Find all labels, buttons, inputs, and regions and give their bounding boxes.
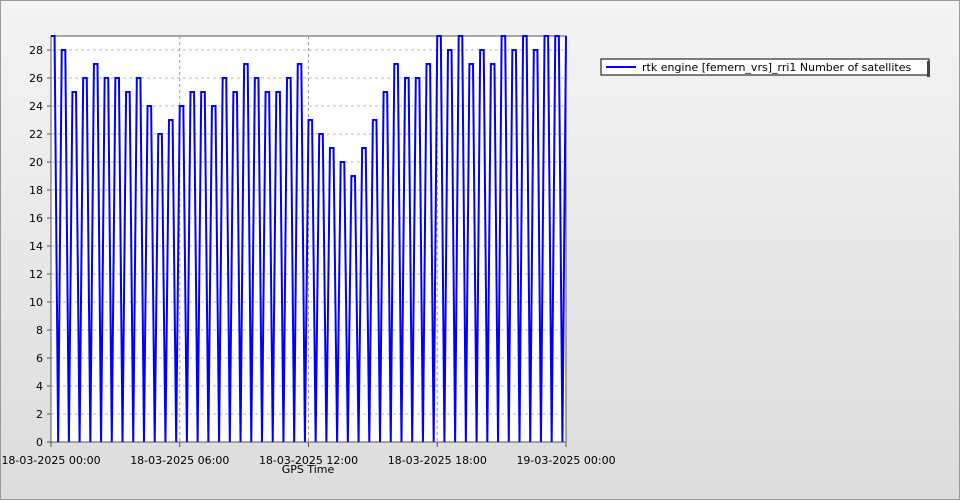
y-tick-label: 16: [29, 212, 43, 225]
x-tick-label: 18-03-2025 18:00: [388, 454, 487, 467]
y-tick-label: 8: [36, 324, 43, 337]
x-axis-label: GPS Time: [282, 463, 335, 476]
x-tick-label: 19-03-2025 00:00: [516, 454, 615, 467]
y-tick-label: 4: [36, 380, 43, 393]
x-tick-label: 18-03-2025 00:00: [1, 454, 100, 467]
y-tick-label: 10: [29, 296, 43, 309]
y-tick-label: 24: [29, 100, 43, 113]
y-tick-label: 18: [29, 184, 43, 197]
x-tick-label: 18-03-2025 12:00: [259, 454, 358, 467]
series-line: [51, 35, 567, 443]
y-tick-label: 0: [36, 436, 43, 449]
y-tick-label: 12: [29, 268, 43, 281]
x-tick-label: 18-03-2025 06:00: [130, 454, 229, 467]
legend: rtk engine [femern_vrs]_rri1 Number of s…: [600, 58, 930, 77]
y-tick-label: 22: [29, 128, 43, 141]
legend-shadow: [927, 61, 930, 77]
y-tick-label: 28: [29, 44, 43, 57]
y-tick-label: 20: [29, 156, 43, 169]
y-tick-label: 14: [29, 240, 43, 253]
y-tick-label: 6: [36, 352, 43, 365]
legend-label: rtk engine [femern_vrs]_rri1 Number of s…: [642, 61, 911, 74]
y-tick-label: 26: [29, 72, 43, 85]
y-tick-label: 2: [36, 408, 43, 421]
